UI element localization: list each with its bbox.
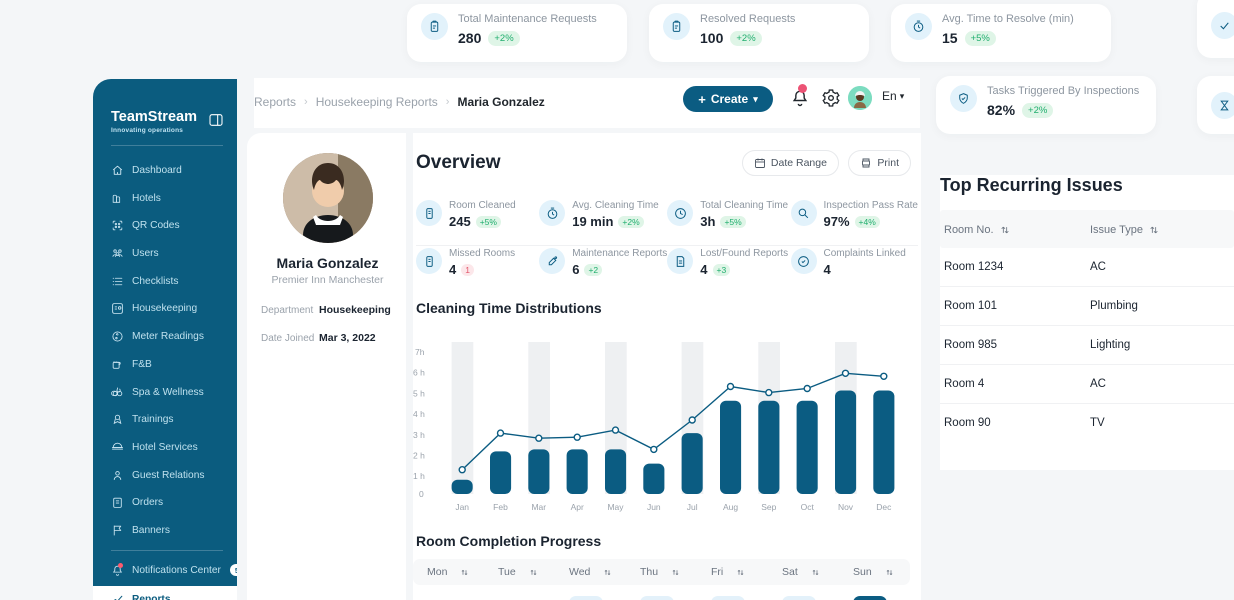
svg-text:7h: 7h — [415, 347, 425, 357]
svg-text:Feb: Feb — [493, 502, 508, 512]
svg-text:0: 0 — [419, 489, 424, 499]
svg-text:Jan: Jan — [455, 502, 469, 512]
svg-text:Nov: Nov — [838, 502, 854, 512]
svg-text:Dec: Dec — [876, 502, 892, 512]
svg-text:Aug: Aug — [723, 502, 738, 512]
svg-text:5 h: 5 h — [413, 388, 425, 398]
svg-text:1 h: 1 h — [413, 471, 425, 481]
svg-text:3 h: 3 h — [413, 430, 425, 440]
svg-text:6 h: 6 h — [413, 368, 425, 378]
svg-text:4 h: 4 h — [413, 409, 425, 419]
svg-text:May: May — [607, 502, 624, 512]
svg-text:2 h: 2 h — [413, 451, 425, 461]
svg-text:Sep: Sep — [761, 502, 776, 512]
svg-text:Mar: Mar — [531, 502, 546, 512]
svg-text:Oct: Oct — [801, 502, 815, 512]
svg-text:Jun: Jun — [647, 502, 661, 512]
svg-text:Apr: Apr — [571, 502, 584, 512]
svg-text:Jul: Jul — [687, 502, 698, 512]
